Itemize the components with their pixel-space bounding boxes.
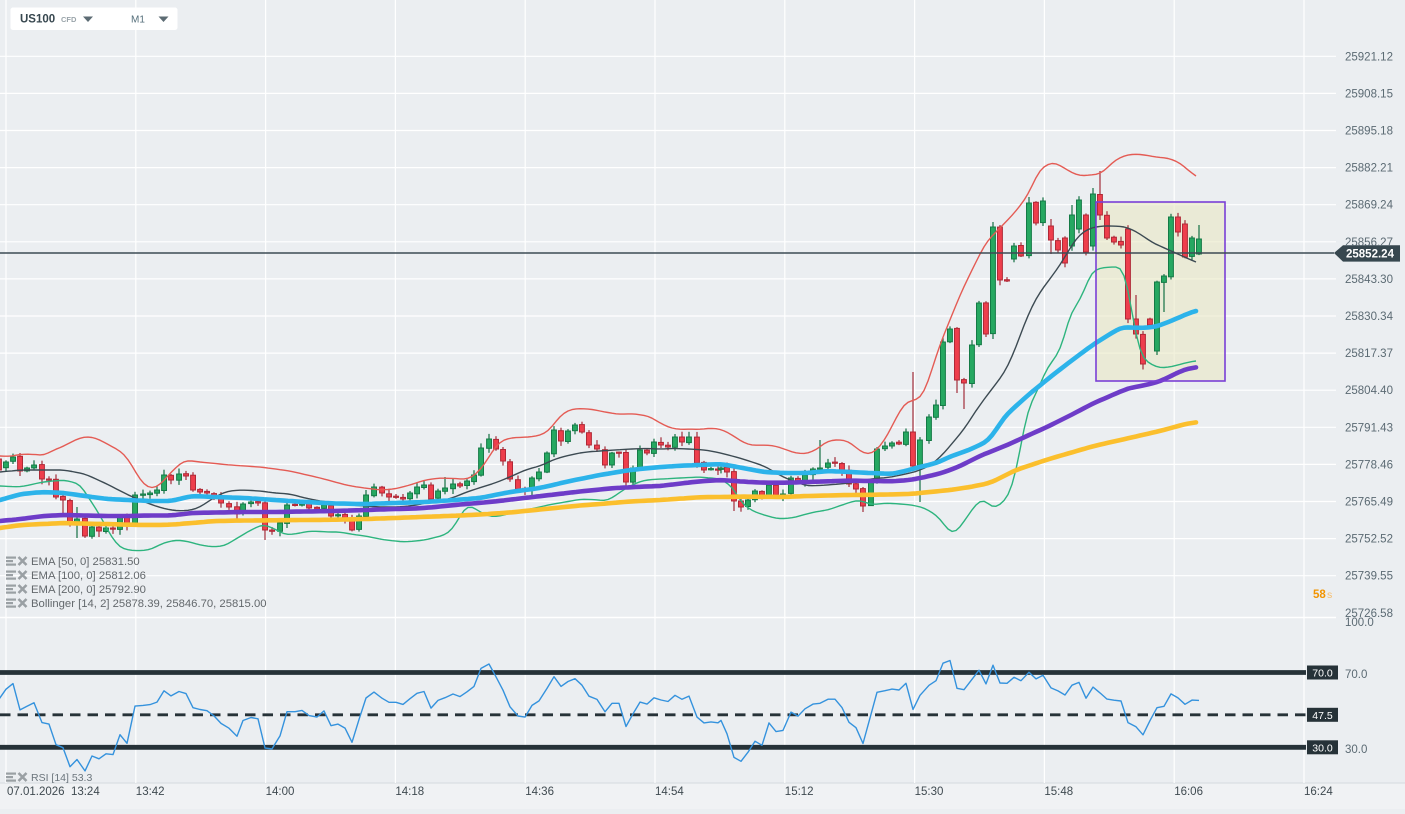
svg-text:25739.55: 25739.55 [1345, 571, 1393, 583]
svg-text:25921.12: 25921.12 [1345, 51, 1393, 63]
svg-text:25765.49: 25765.49 [1345, 497, 1393, 509]
svg-text:25869.24: 25869.24 [1345, 200, 1394, 212]
svg-text:s: s [1327, 589, 1332, 601]
svg-text:25908.15: 25908.15 [1345, 88, 1393, 100]
svg-text:47.5: 47.5 [1312, 710, 1333, 722]
svg-text:14:36: 14:36 [525, 786, 554, 798]
svg-text:15:48: 15:48 [1044, 786, 1073, 798]
svg-text:70.0: 70.0 [1312, 668, 1333, 680]
svg-text:14:18: 14:18 [395, 786, 424, 798]
svg-text:100.0: 100.0 [1345, 617, 1374, 629]
svg-text:Bollinger [14, 2] 25878.39,: Bollinger [14, 2] 25878.39, 25846.70, 25… [31, 598, 267, 610]
svg-text:25817.37: 25817.37 [1345, 348, 1393, 360]
svg-text:25804.40: 25804.40 [1345, 385, 1393, 397]
svg-text:CFD: CFD [61, 15, 77, 24]
svg-text:25852.24: 25852.24 [1346, 249, 1395, 261]
svg-text:25752.52: 25752.52 [1345, 534, 1393, 546]
svg-text:RSI [14] 53.3: RSI [14] 53.3 [31, 772, 92, 784]
svg-text:25895.18: 25895.18 [1345, 126, 1393, 138]
svg-text:16:06: 16:06 [1174, 786, 1203, 798]
svg-text:15:30: 15:30 [915, 786, 944, 798]
svg-text:25791.43: 25791.43 [1345, 422, 1393, 434]
svg-text:25830.34: 25830.34 [1345, 311, 1394, 323]
svg-text:15:12: 15:12 [785, 786, 814, 798]
svg-text:30.0: 30.0 [1312, 742, 1333, 754]
svg-text:58: 58 [1313, 589, 1326, 601]
svg-text:EMA [100, 0] 25812.06: EMA [100, 0] 25812.06 [31, 570, 146, 582]
svg-text:EMA [50, 0] 25831.50: EMA [50, 0] 25831.50 [31, 556, 140, 568]
svg-text:25882.21: 25882.21 [1345, 163, 1393, 175]
svg-text:16:24: 16:24 [1304, 786, 1333, 798]
svg-text:EMA [200, 0] 25792.90: EMA [200, 0] 25792.90 [31, 584, 146, 596]
svg-text:14:00: 14:00 [266, 786, 295, 798]
svg-text:13:42: 13:42 [136, 786, 165, 798]
svg-text:25778.46: 25778.46 [1345, 459, 1393, 471]
svg-text:25726.58: 25726.58 [1345, 608, 1393, 620]
svg-text:70.0: 70.0 [1345, 669, 1367, 681]
svg-text:07.01.2026 13:24: 07.01.2026 13:24 [7, 786, 100, 798]
svg-text:14:54: 14:54 [655, 786, 684, 798]
svg-text:M1: M1 [131, 15, 145, 26]
svg-text:30.0: 30.0 [1345, 744, 1367, 756]
svg-text:25843.30: 25843.30 [1345, 274, 1393, 286]
svg-text:US100: US100 [20, 14, 55, 26]
svg-text:25856.27: 25856.27 [1345, 237, 1393, 249]
